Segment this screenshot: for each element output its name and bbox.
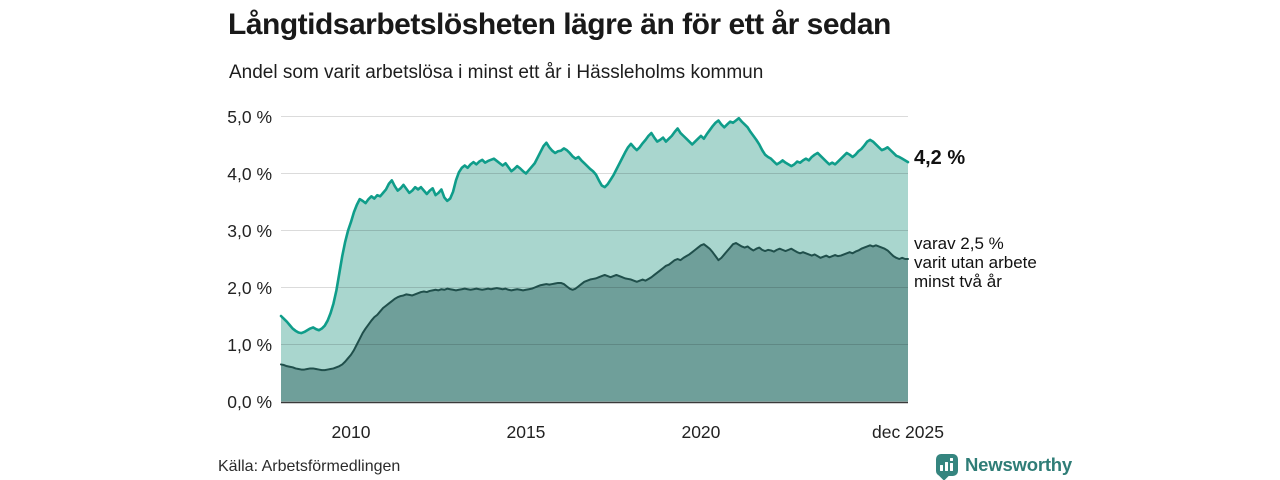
x-tick-label: 2015 [506, 422, 546, 442]
newsworthy-logo: Newsworthy [936, 451, 1072, 480]
y-tick-label: 5,0 % [227, 106, 272, 127]
y-tick-label: 2,0 % [227, 277, 272, 298]
x-tick-label: dec 2025 [871, 422, 944, 442]
two-year-annotation-line: varav 2,5 % [914, 234, 1004, 253]
page-title: Långtidsarbetslösheten lägre än för ett … [228, 8, 891, 41]
newsworthy-wordmark: Newsworthy [965, 454, 1072, 475]
x-tick-label: 2010 [331, 422, 371, 442]
source-note: Källa: Arbetsförmedlingen [218, 458, 401, 475]
newsworthy-bubble-chart-icon [936, 454, 958, 480]
latest-total-label: 4,2 % [914, 147, 966, 169]
total-line [279, 116, 910, 335]
two-year-line [280, 242, 909, 372]
two-year-annotation-line: minst två år [914, 272, 1002, 291]
page-subtitle: Andel som varit arbetslösa i minst ett å… [229, 62, 764, 83]
y-tick-label: 1,0 % [227, 334, 272, 355]
two-year-area-fill [281, 243, 908, 402]
two-year-annotation-line: varit utan arbete [914, 253, 1037, 272]
x-tick-label: 2020 [681, 422, 721, 442]
y-tick-label: 4,0 % [227, 163, 272, 184]
y-tick-label: 0,0 % [227, 391, 272, 412]
two-year-annotation: varav 2,5 % varit utan arbete minst två … [914, 234, 1037, 291]
y-tick-label: 3,0 % [227, 220, 272, 241]
